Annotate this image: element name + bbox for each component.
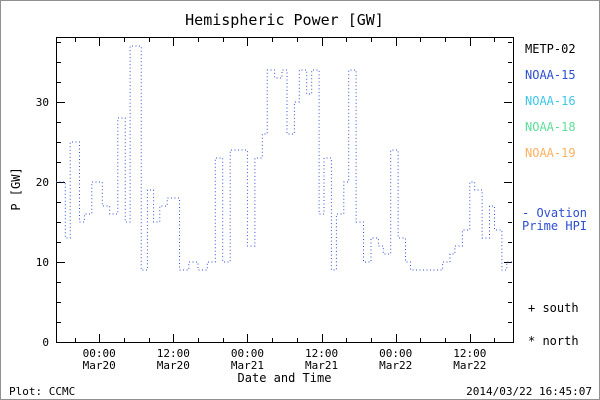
x-tick-label-date: Mar21: [231, 359, 264, 372]
hpi-step-line: [56, 45, 513, 271]
ovation-annotation-line2: Prime HPI: [522, 219, 588, 233]
x-tick-label-date: Mar20: [83, 359, 116, 372]
ovation-annotation-line1: - Ovation: [522, 206, 588, 220]
x-tick-label-time: 12:00: [453, 347, 486, 360]
legend: METP-02 NOAA-15 NOAA-16 NOAA-18 NOAA-19: [525, 42, 576, 172]
legend-item-noaa-15: NOAA-15: [525, 68, 576, 82]
x-tick-label-time: 12:00: [157, 347, 190, 360]
y-tick-label: 20: [36, 176, 49, 189]
x-axis-label: Date and Time: [237, 371, 332, 385]
x-tick-label-time: 12:00: [305, 347, 338, 360]
legend-item-noaa-19: NOAA-19: [525, 146, 576, 160]
timestamp: 2014/03/22 16:45:07: [466, 385, 592, 398]
x-tick-label-date: Mar20: [157, 359, 190, 372]
legend-item-noaa-18: NOAA-18: [525, 120, 576, 134]
x-tick-label-date: Mar22: [453, 359, 486, 372]
plot-credit: Plot: CCMC: [9, 385, 76, 398]
y-tick-label: 30: [36, 96, 49, 109]
legend-item-noaa-16: NOAA-16: [525, 94, 576, 108]
north-marker-label: * north: [528, 334, 579, 348]
x-tick-label-time: 00:00: [231, 347, 264, 360]
x-tick-label-date: Mar22: [379, 359, 412, 372]
chart-title: Hemispheric Power [GW]: [185, 11, 384, 29]
x-tick-label-date: Mar21: [305, 359, 338, 372]
x-tick-label-time: 00:00: [379, 347, 412, 360]
south-marker-label: + south: [528, 301, 579, 315]
ovation-annotation: - Ovation Prime HPI: [522, 207, 587, 233]
y-tick-label: 0: [42, 336, 49, 349]
legend-item-metp-02: METP-02: [525, 42, 576, 56]
x-tick-label-time: 00:00: [83, 347, 116, 360]
plot-box: [56, 37, 514, 343]
y-axis-label: P [GW]: [9, 167, 23, 211]
y-tick-label: 10: [36, 256, 49, 269]
